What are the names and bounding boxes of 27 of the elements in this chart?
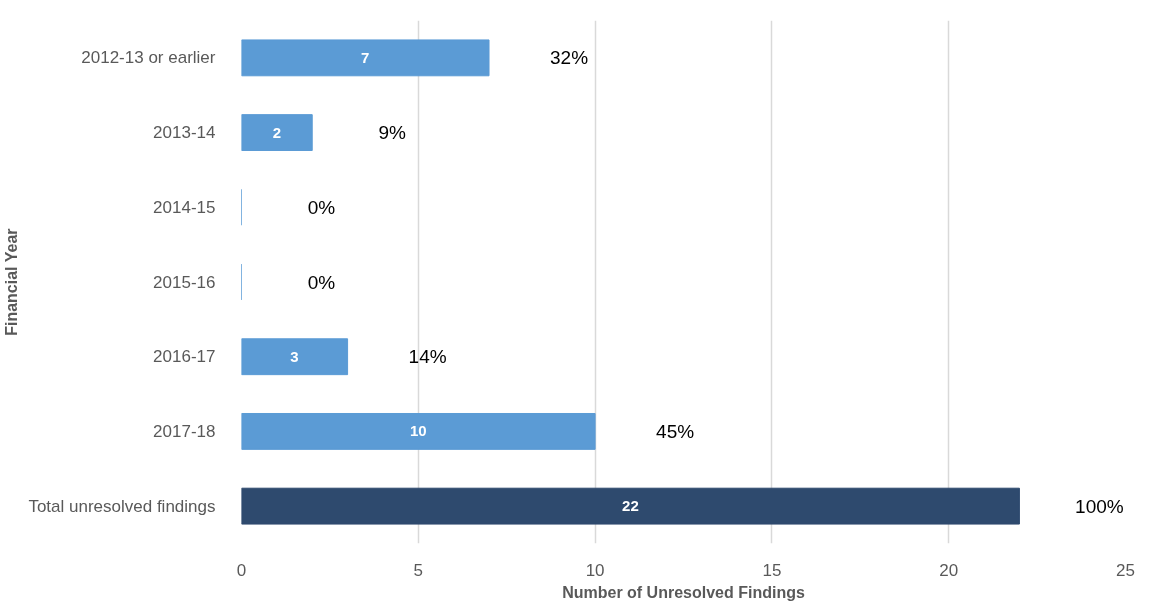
x-tick-label: 15 [762, 560, 782, 580]
annotation: 9% [378, 122, 407, 144]
x-tick-label: 0 [236, 560, 247, 580]
data-label: 2 [272, 123, 282, 141]
y-tick-label: 2017-18 [153, 421, 216, 441]
x-tick-label: 25 [1116, 560, 1135, 580]
annotation: 45% [656, 420, 695, 442]
y-tick-label: 2012-13 or earlier [81, 48, 216, 68]
annotation: 100% [1075, 495, 1124, 517]
y-tick-label: 2013-14 [153, 123, 216, 143]
data-label: 22 [622, 497, 639, 515]
x-tick-label: 20 [939, 560, 959, 580]
y-axis-title: Financial Year [3, 228, 21, 336]
y-tick-label: Total unresolved findings [28, 496, 216, 516]
annotation: 32% [550, 47, 589, 69]
y-tick-label: 2014-15 [153, 197, 216, 217]
data-label: 7 [361, 48, 370, 66]
annotation: 0% [307, 196, 336, 218]
x-axis-title: Number of Unresolved Findings [562, 583, 805, 601]
x-tick-label: 5 [413, 560, 424, 580]
annotation: 14% [408, 346, 447, 368]
y-tick-label: 2016-17 [153, 347, 216, 367]
x-tick-label: 10 [585, 560, 605, 580]
data-label: 3 [290, 347, 299, 365]
annotation: 0% [307, 271, 336, 293]
y-tick-label: 2015-16 [153, 272, 216, 292]
data-label: 10 [409, 422, 427, 440]
